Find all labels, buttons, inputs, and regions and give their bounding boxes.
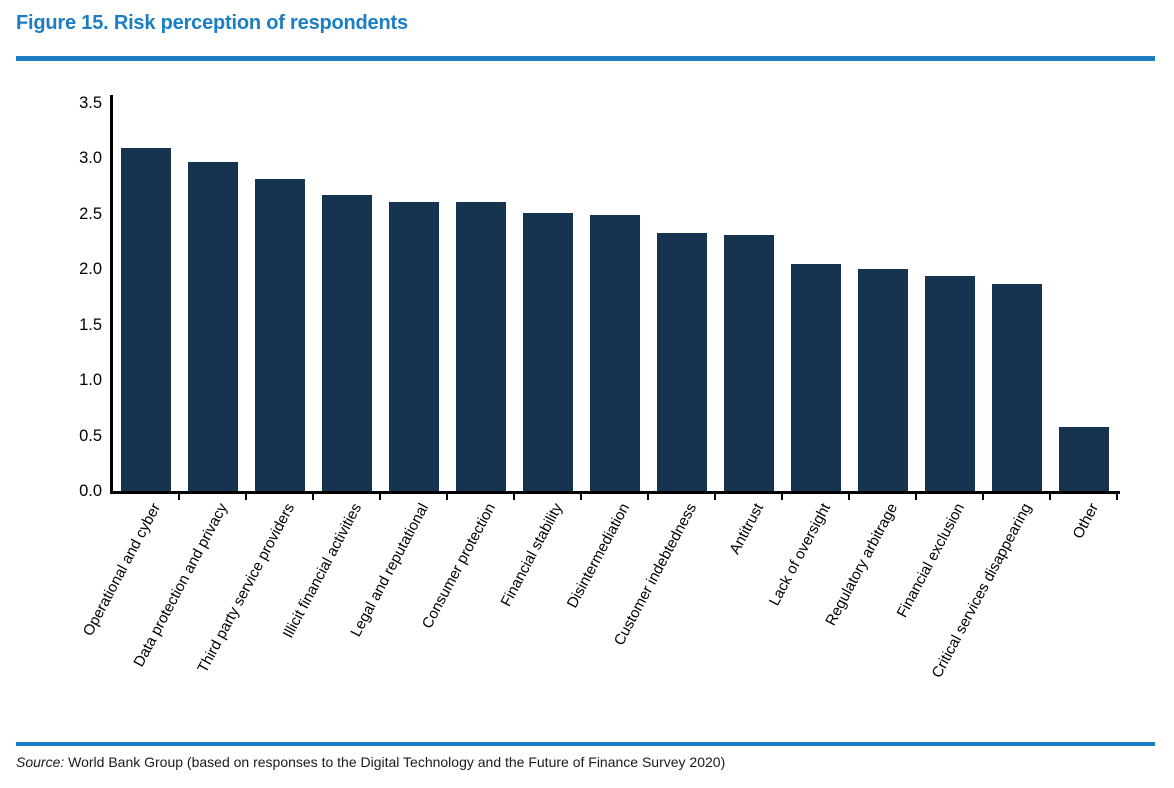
x-category-label: Antitrust (725, 500, 767, 558)
risk-perception-bar-chart: 0.0 0.5 1.0 1.5 2.0 2.5 3.0 3.5 Operational and … (79, 93, 1120, 681)
x-tick-mark (982, 494, 984, 500)
bar-other (1058, 426, 1109, 491)
bar-regulatory-arbitrage (857, 269, 908, 491)
x-tick-mark (245, 494, 247, 500)
x-axis (110, 491, 1120, 494)
y-tick-label: 1.5 (79, 315, 102, 334)
source-label: Source: (16, 754, 65, 770)
x-category-label: Financial exclusion (893, 500, 968, 621)
x-tick-mark (513, 494, 515, 500)
x-tick-mark (178, 494, 180, 500)
bar-consumer-protection (455, 201, 506, 491)
y-axis (110, 95, 113, 494)
bar-financial-exclusion (924, 275, 975, 491)
y-tick-label: 2.5 (79, 204, 102, 223)
bar-disintermediation (589, 214, 640, 491)
source-divider-rule (16, 742, 1155, 746)
x-tick-mark (714, 494, 716, 500)
bar-lack-of-oversight (790, 263, 841, 491)
y-tick-label: 2.0 (79, 260, 102, 279)
bar-operational-and-cyber (120, 148, 171, 491)
bar-financial-stability (522, 212, 573, 491)
x-category-label: Lack of oversight (765, 500, 834, 609)
y-tick-label: 3.0 (79, 149, 102, 168)
x-tick-mark (312, 494, 314, 500)
x-category-label: Legal and reputational (346, 500, 432, 640)
x-category-label: Financial stability (496, 500, 566, 610)
y-tick-label: 0.0 (79, 482, 102, 500)
x-tick-mark (1049, 494, 1051, 500)
x-tick-mark (446, 494, 448, 500)
y-tick-label: 0.5 (79, 426, 102, 445)
x-tick-mark (647, 494, 649, 500)
bar-illicit-financial-activities (321, 195, 372, 491)
title-divider-rule (16, 56, 1155, 61)
bar-third-party-service-providers (254, 179, 305, 491)
source-note: Source: World Bank Group (based on respo… (16, 754, 725, 770)
x-category-label: Regulatory arbitrage (821, 500, 901, 629)
x-tick-mark (915, 494, 917, 500)
x-category-label: Disintermediation (563, 500, 633, 611)
bar-antitrust (723, 234, 774, 491)
y-tick-label: 1.0 (79, 371, 102, 390)
x-category-label: Consumer protection (418, 500, 499, 632)
bar-critical-services-disappearing (991, 283, 1042, 491)
bar-customer-indebtedness (656, 232, 707, 491)
x-category-label: Illicit financial activities (279, 500, 365, 642)
figure-title: Figure 15. Risk perception of respondent… (16, 12, 408, 34)
bar-legal-and-reputational (388, 201, 439, 491)
bar-data-protection-and-privacy (187, 161, 238, 491)
x-tick-mark (1116, 494, 1118, 500)
x-category-label: Other (1069, 500, 1102, 542)
source-text: World Bank Group (based on responses to … (64, 754, 726, 770)
x-category-label: Operational and cyber (79, 500, 164, 639)
x-tick-mark (580, 494, 582, 500)
x-tick-mark (781, 494, 783, 500)
y-tick-label: 3.5 (79, 93, 102, 112)
x-tick-mark (848, 494, 850, 500)
x-tick-mark (379, 494, 381, 500)
